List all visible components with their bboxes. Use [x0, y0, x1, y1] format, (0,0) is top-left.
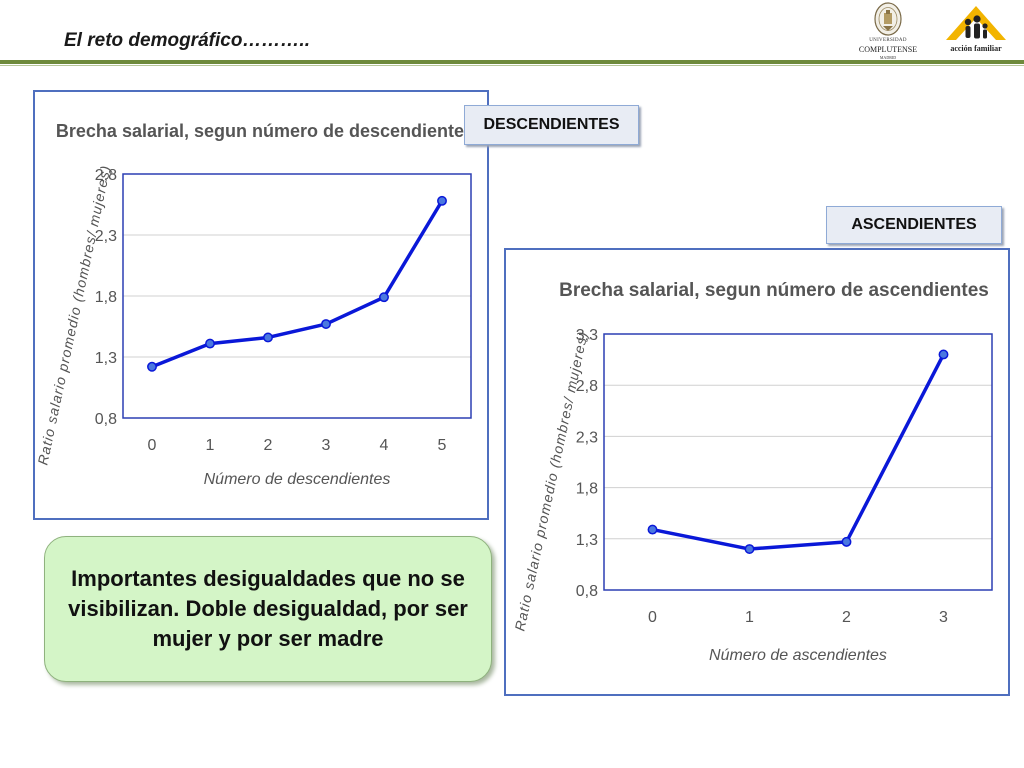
accion-familiar-text: acción familiar — [950, 44, 1002, 53]
callout-box: Importantes desigualdades que no se visi… — [44, 536, 492, 682]
asc-ytick-label: 1,8 — [576, 481, 598, 498]
desc-ytick-label: 1,8 — [95, 289, 117, 306]
asc-ytick-label: 3,3 — [576, 327, 598, 344]
desc-ytick-label: 2,3 — [95, 228, 117, 245]
asc-ytick-label: 2,8 — [576, 378, 598, 395]
desc-ytick-label: 1,3 — [95, 350, 117, 367]
desc-xtick-label: 3 — [322, 437, 331, 454]
family-house-icon — [946, 6, 1006, 40]
asc-xtick-label: 2 — [842, 609, 851, 626]
universidad-complutense-logo: UNIVERSIDAD COMPLUTENSE MADRID — [852, 2, 924, 60]
asc-xlabel: Número de ascendientes — [709, 647, 887, 664]
label-descendientes: DESCENDIENTES — [464, 105, 639, 145]
desc-data-point — [205, 338, 215, 349]
asc-data-point — [744, 544, 755, 554]
accion-familiar-logo: acción familiar — [938, 2, 1014, 58]
chart-descendientes-svg: Brecha salarial, segun número de descend… — [35, 121, 474, 488]
university-seal-icon — [874, 2, 902, 36]
asc-data-point — [841, 536, 852, 547]
desc-data-point — [147, 361, 157, 372]
asc-title: Brecha salarial, segun número de ascendi… — [559, 280, 989, 301]
asc-series-line — [652, 353, 946, 551]
desc-ytick-label: 0,8 — [95, 411, 117, 428]
asc-ytick-label: 0,8 — [576, 583, 598, 600]
desc-data-point — [379, 292, 389, 303]
asc-xtick-label: 1 — [745, 609, 754, 626]
logo-text-madrid: MADRID — [879, 55, 897, 60]
page-title: El reto demográfico……….. — [64, 30, 310, 51]
header-divider — [0, 60, 1024, 64]
desc-data-point — [263, 332, 273, 343]
asc-xtick-label: 3 — [939, 609, 948, 626]
desc-xtick-label: 2 — [264, 437, 273, 454]
asc-data-point — [647, 524, 658, 535]
desc-xtick-label: 1 — [206, 437, 215, 454]
asc-ytick-label: 1,3 — [576, 532, 598, 549]
logo-text-complutense: COMPLUTENSE — [858, 45, 918, 54]
desc-data-point — [437, 195, 447, 206]
desc-ytick-label: 2,8 — [95, 167, 117, 184]
chart-descendientes: Brecha salarial, segun número de descend… — [33, 90, 489, 520]
desc-series-line — [151, 199, 444, 369]
logo-text-universidad: UNIVERSIDAD — [869, 38, 907, 43]
desc-xlabel: Número de descendientes — [204, 471, 391, 488]
asc-plot-area — [603, 333, 993, 591]
desc-xtick-label: 0 — [148, 437, 157, 454]
chart-ascendientes-svg: Brecha salarial, segun número de ascendi… — [511, 280, 993, 664]
desc-title: Brecha salarial, segun número de descend… — [56, 121, 474, 141]
callout-text: Importantes desigualdades que no se visi… — [68, 566, 468, 651]
desc-xtick-label: 4 — [380, 437, 389, 454]
asc-xtick-label: 0 — [648, 609, 657, 626]
label-ascendientes: ASCENDIENTES — [826, 206, 1002, 244]
asc-data-point — [938, 349, 949, 360]
desc-plot-area — [122, 173, 472, 419]
desc-xtick-label: 5 — [438, 437, 447, 454]
chart-ascendientes: Brecha salarial, segun número de ascendi… — [504, 248, 1010, 696]
asc-ytick-label: 2,3 — [576, 429, 598, 446]
header-divider-thin — [0, 65, 1024, 66]
desc-data-point — [321, 319, 331, 330]
